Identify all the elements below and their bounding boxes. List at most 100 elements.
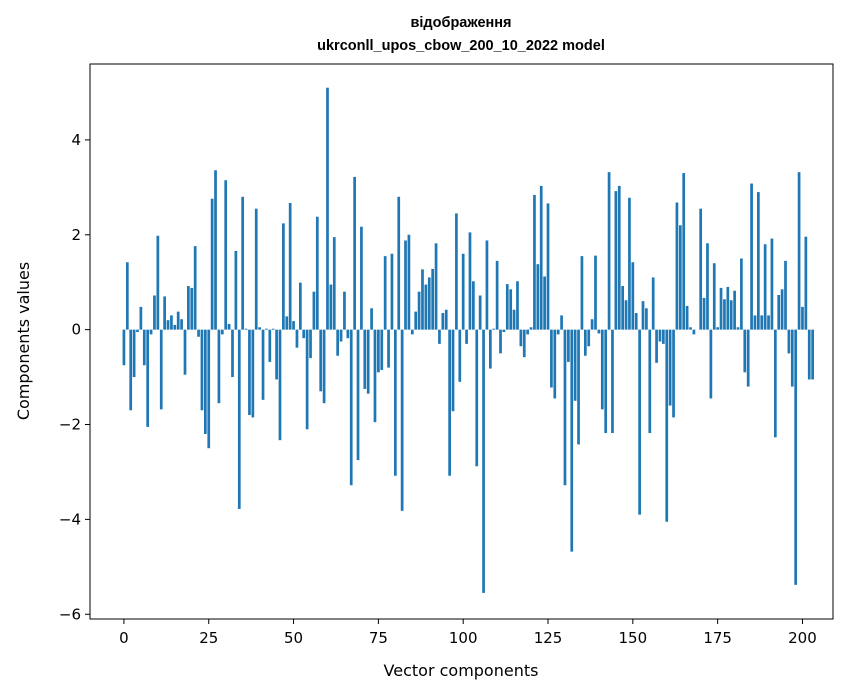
bar-115: [512, 309, 516, 330]
bar-25: [207, 329, 211, 449]
y-axis-label: Components values: [14, 262, 33, 420]
bar-11: [159, 329, 163, 410]
bar-186: [753, 315, 757, 330]
bar-106: [482, 329, 485, 593]
bar-71: [363, 329, 367, 389]
bar-41: [261, 329, 265, 400]
bar-0: [122, 329, 126, 366]
bar-59: [322, 329, 326, 404]
bar-147: [621, 286, 625, 330]
x-tick-label: 25: [199, 629, 218, 647]
bar-181: [736, 327, 740, 330]
bar-20: [190, 287, 194, 330]
bar-35: [241, 196, 245, 330]
bar-187: [757, 192, 760, 330]
x-tick-label: 50: [284, 629, 303, 647]
bar-166: [685, 305, 689, 330]
bar-190: [767, 315, 770, 330]
bar-8: [149, 329, 153, 335]
bar-162: [672, 329, 675, 418]
x-tick-label: 100: [449, 629, 478, 647]
bar-48: [285, 316, 289, 330]
bar-42: [265, 328, 268, 330]
y-tick-label: −4: [59, 510, 81, 528]
bar-87: [417, 291, 421, 330]
bar-50: [292, 321, 295, 330]
bar-123: [539, 185, 543, 330]
y-tick-label: 0: [71, 321, 81, 339]
y-tick-label: −2: [59, 416, 81, 434]
bar-198: [794, 329, 798, 585]
bars-group: [122, 87, 814, 593]
bar-127: [553, 329, 557, 399]
bar-34: [237, 329, 241, 509]
bar-177: [723, 299, 726, 330]
bar-202: [807, 329, 811, 380]
bar-44: [271, 328, 275, 330]
bar-5: [139, 306, 143, 330]
bar-14: [170, 315, 173, 330]
bar-80: [393, 329, 397, 476]
bar-62: [332, 237, 336, 330]
bar-118: [522, 329, 526, 358]
bar-172: [706, 243, 709, 330]
bar-114: [509, 289, 513, 330]
bar-150: [631, 262, 635, 330]
bar-192: [773, 329, 777, 438]
bar-178: [726, 286, 730, 330]
bar-149: [628, 197, 631, 330]
bar-56: [312, 291, 316, 330]
bar-84: [407, 234, 411, 330]
bar-137: [587, 329, 591, 347]
bar-91: [431, 268, 435, 330]
bar-19: [187, 286, 190, 330]
bar-76: [380, 329, 384, 370]
bar-99: [458, 329, 462, 382]
bar-128: [556, 329, 560, 335]
bar-74: [373, 329, 377, 423]
bar-136: [583, 329, 587, 356]
bar-79: [390, 253, 394, 330]
bar-124: [543, 276, 546, 330]
bar-152: [638, 329, 641, 515]
bar-24: [203, 329, 207, 434]
bar-46: [278, 329, 282, 441]
chart-title-line1: відображення: [410, 15, 511, 31]
bar-159: [662, 329, 665, 344]
bar-83: [404, 240, 407, 330]
x-tick-label: 125: [534, 629, 563, 647]
bar-141: [600, 329, 604, 410]
bar-81: [397, 196, 401, 330]
x-tick-label: 0: [119, 629, 129, 647]
bar-160: [665, 329, 669, 522]
bar-175: [716, 327, 719, 330]
bar-82: [400, 329, 404, 511]
bar-1: [125, 262, 129, 330]
bar-167: [689, 327, 692, 330]
bar-195: [784, 260, 787, 330]
bar-67: [349, 329, 353, 486]
x-axis-label: Vector components: [384, 661, 539, 680]
bar-133: [573, 329, 577, 401]
bar-132: [570, 329, 574, 552]
bar-107: [485, 240, 489, 330]
bar-33: [234, 250, 238, 330]
bar-203: [811, 329, 814, 380]
bar-52: [298, 282, 302, 330]
y-tick-label: 2: [71, 226, 81, 244]
bar-38: [251, 329, 255, 418]
bar-193: [777, 295, 781, 330]
bar-197: [790, 329, 794, 387]
bar-130: [563, 329, 567, 486]
bar-154: [645, 308, 648, 330]
bar-148: [624, 300, 628, 330]
bar-70: [360, 226, 363, 330]
bar-140: [597, 329, 601, 334]
bar-189: [763, 244, 767, 330]
bar-86: [414, 311, 418, 330]
bar-113: [505, 284, 509, 330]
bar-126: [550, 329, 553, 388]
bar-174: [712, 263, 716, 330]
bar-43: [268, 329, 272, 362]
